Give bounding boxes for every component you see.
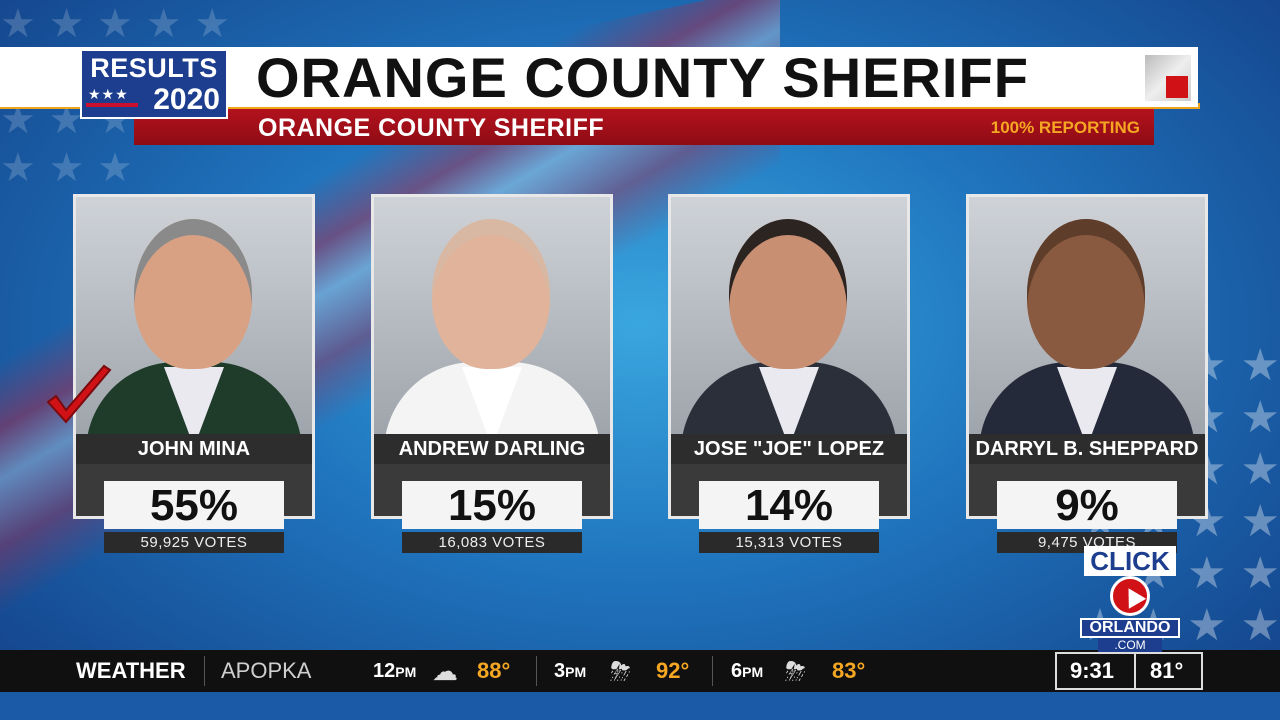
ticker-divider bbox=[204, 656, 205, 686]
corner-graphic-icon bbox=[1145, 55, 1191, 101]
clock-box bbox=[1055, 652, 1203, 690]
logo-stars-icon: ★★★ bbox=[88, 87, 129, 103]
current-temp: 81° bbox=[1150, 658, 1184, 683]
ticker-label: WEATHER bbox=[76, 658, 186, 683]
logo-red-bar bbox=[86, 103, 138, 107]
logo-orlando-text: ORLANDO bbox=[1080, 618, 1180, 638]
current-time: 9:31 bbox=[1070, 658, 1115, 683]
forecast-time: 3PM bbox=[554, 660, 587, 682]
winner-check-icon bbox=[46, 364, 112, 424]
clickorlando-logo: CLICK ORLANDO .COM bbox=[1080, 546, 1180, 654]
candidate-percent: 15% bbox=[402, 481, 582, 530]
candidate-votes: 16,083 VOTES bbox=[402, 532, 582, 553]
candidate-photo bbox=[969, 197, 1205, 437]
forecast-temp: 83° bbox=[832, 658, 866, 683]
ticker-divider bbox=[712, 656, 713, 686]
ticker-divider bbox=[536, 656, 537, 686]
candidate-percent: 14% bbox=[699, 481, 879, 530]
candidate-name: DARRYL B. SHEPPARD bbox=[969, 434, 1205, 464]
cursor-arrow-icon bbox=[1110, 576, 1150, 616]
logo-results-text: RESULTS bbox=[90, 53, 218, 83]
candidate-name: JOHN MINA bbox=[76, 434, 312, 464]
candidate-percent: 9% bbox=[997, 481, 1177, 530]
subtitle-bar bbox=[134, 109, 1154, 145]
logo-com-text: .COM bbox=[1098, 638, 1162, 652]
results-2020-logo: RESULTS ★★★ 2020 bbox=[80, 49, 228, 119]
candidate-photo bbox=[374, 197, 610, 437]
forecast-temp: 88° bbox=[477, 658, 511, 683]
candidate-head bbox=[729, 219, 847, 369]
candidate-photo bbox=[76, 197, 312, 437]
candidate-name: ANDREW DARLING bbox=[374, 434, 610, 464]
candidate-card: DARRYL B. SHEPPARD bbox=[966, 194, 1208, 519]
thunderstorm-icon: ⛈ bbox=[610, 656, 631, 686]
candidate-votes: 15,313 VOTES bbox=[699, 532, 879, 553]
forecast-temp: 92° bbox=[656, 658, 690, 683]
logo-click-text: CLICK bbox=[1084, 546, 1176, 576]
candidate-head bbox=[134, 219, 252, 369]
candidate-percent: 55% bbox=[104, 481, 284, 530]
candidate-name: JOSE "JOE" LOPEZ bbox=[671, 434, 907, 464]
candidate-card: JOHN MINA bbox=[73, 194, 315, 519]
clock-divider bbox=[1134, 652, 1136, 690]
candidate-head bbox=[1027, 219, 1145, 369]
logo-year-text: 2020 bbox=[153, 83, 220, 116]
candidate-card: ANDREW DARLING bbox=[371, 194, 613, 519]
forecast-time: 12PM bbox=[373, 660, 417, 682]
candidate-card: JOSE "JOE" LOPEZ bbox=[668, 194, 910, 519]
reporting-status: 100% REPORTING bbox=[990, 118, 1140, 137]
forecast-time: 6PM bbox=[731, 660, 764, 682]
ticker-city: APOPKA bbox=[221, 658, 312, 683]
candidate-head bbox=[432, 219, 550, 369]
candidate-photo bbox=[671, 197, 907, 437]
candidate-votes: 59,925 VOTES bbox=[104, 532, 284, 553]
race-subtitle: ORANGE COUNTY SHERIFF bbox=[258, 114, 605, 142]
thunderstorm-icon: ⛈ bbox=[785, 656, 806, 686]
bottom-strip bbox=[0, 692, 1280, 720]
cloud-icon: ☁ bbox=[432, 656, 458, 686]
page-title: ORANGE COUNTY SHERIFF bbox=[256, 46, 1029, 109]
